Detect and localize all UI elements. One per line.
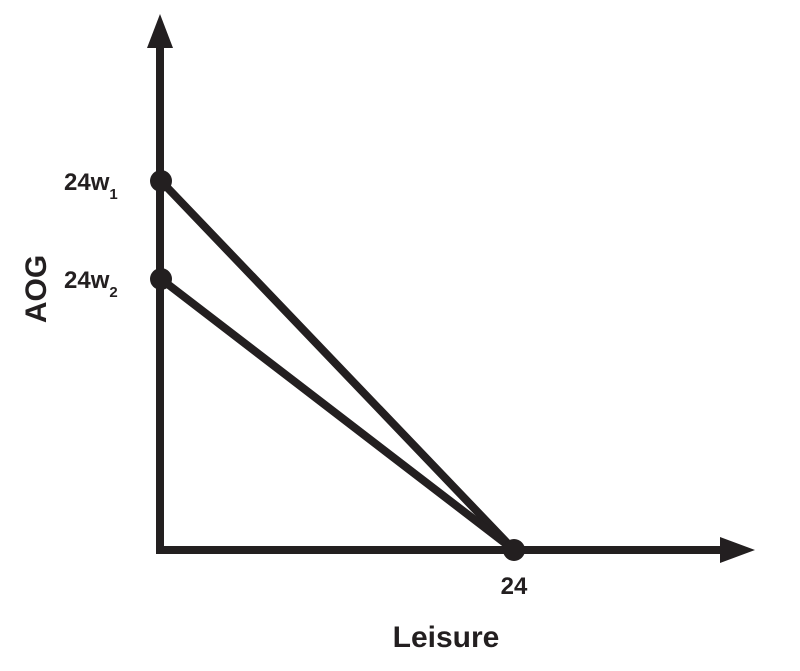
x-axis-arrowhead (720, 537, 755, 563)
label-24w2-sub: 2 (109, 284, 117, 301)
label-24w1: 24w1 (64, 169, 118, 203)
budget-line-w1 (157, 177, 518, 554)
point-24-leisure (503, 539, 525, 561)
x-intercept-label: 24 (501, 573, 528, 600)
label-24w2: 24w2 (64, 267, 118, 301)
label-24w1-sub: 1 (109, 186, 117, 203)
y-axis-arrowhead (147, 14, 173, 48)
label-24w1-base: 24w (64, 169, 110, 196)
point-24w2 (150, 268, 172, 290)
label-24w2-base: 24w (64, 267, 110, 294)
budget-line-w2 (157, 275, 518, 554)
x-axis-label: Leisure (393, 621, 500, 654)
y-axis-label: AOG (20, 255, 53, 323)
point-24w1 (150, 170, 172, 192)
